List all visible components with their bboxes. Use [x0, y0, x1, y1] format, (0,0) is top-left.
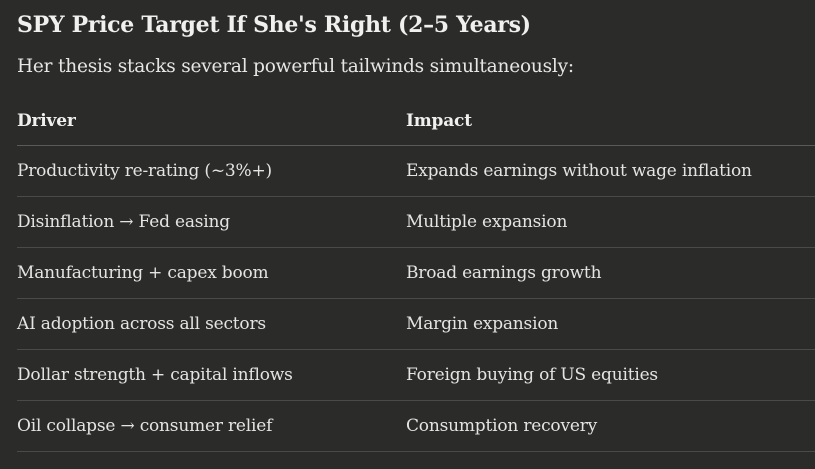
- impact-cell: Expands earnings without wage inflation: [406, 161, 752, 181]
- table-row: Productivity re-rating (~3%+) Expands ea…: [17, 146, 815, 197]
- driver-cell: Dollar strength + capital inflows: [17, 365, 293, 385]
- column-header-driver: Driver: [17, 111, 76, 131]
- impact-cell: Multiple expansion: [406, 212, 568, 232]
- table-row: Oil collapse → consumer relief Consumpti…: [17, 401, 815, 452]
- driver-cell: Manufacturing + capex boom: [17, 263, 269, 283]
- table-header-row: Driver Impact: [17, 97, 815, 146]
- impact-cell: Consumption recovery: [406, 416, 598, 436]
- section-heading: SPY Price Target If She's Right (2–5 Yea…: [17, 12, 531, 38]
- impact-cell: Foreign buying of US equities: [406, 365, 658, 385]
- table-row: AI adoption across all sectors Margin ex…: [17, 299, 815, 350]
- intro-paragraph: Her thesis stacks several powerful tailw…: [17, 56, 574, 77]
- drivers-table: Driver Impact Productivity re-rating (~3…: [17, 97, 815, 452]
- table-row: Manufacturing + capex boom Broad earning…: [17, 248, 815, 299]
- driver-cell: Oil collapse → consumer relief: [17, 416, 273, 436]
- table-row: Disinflation → Fed easing Multiple expan…: [17, 197, 815, 248]
- driver-cell: AI adoption across all sectors: [17, 314, 266, 334]
- impact-cell: Margin expansion: [406, 314, 559, 334]
- impact-cell: Broad earnings growth: [406, 263, 602, 283]
- driver-cell: Productivity re-rating (~3%+): [17, 161, 272, 181]
- column-header-impact: Impact: [406, 111, 472, 131]
- table-row: Dollar strength + capital inflows Foreig…: [17, 350, 815, 401]
- driver-cell: Disinflation → Fed easing: [17, 212, 230, 232]
